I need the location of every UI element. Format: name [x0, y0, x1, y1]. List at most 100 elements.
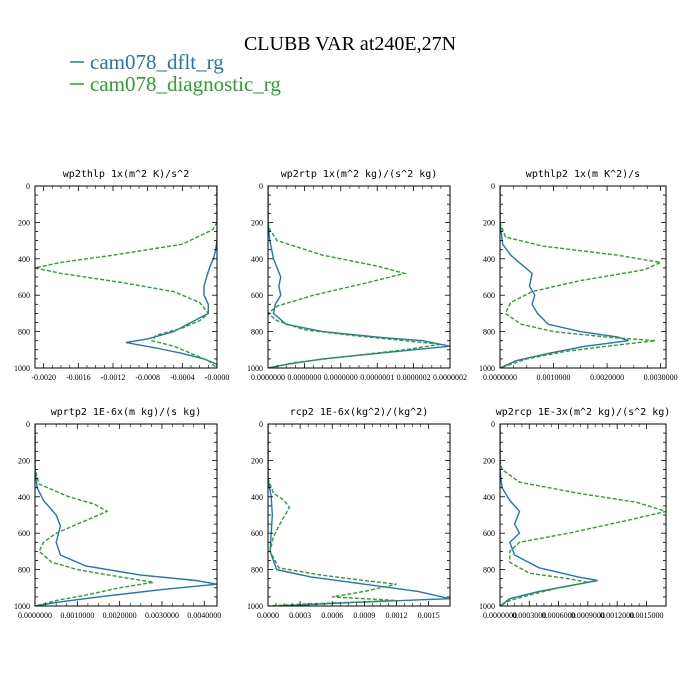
- x-tick-label: 0.0012: [385, 611, 407, 620]
- x-tick-label: 0.0040000: [187, 611, 221, 620]
- y-tick-label: 800: [18, 328, 30, 337]
- y-tick-label: 600: [18, 529, 30, 538]
- series-line-dflt: [268, 424, 450, 606]
- figure-title: CLUBB VAR at240E,27N: [244, 33, 456, 55]
- x-tick-label: -0.0016: [66, 373, 91, 382]
- y-tick-label: 800: [483, 328, 495, 337]
- plot-frame: [499, 185, 667, 369]
- y-tick-label: 600: [483, 529, 495, 538]
- x-tick-label: 0.0000000: [483, 611, 517, 620]
- y-tick-label: 0: [26, 182, 30, 191]
- panel-title: rcp2 1E-6x(kg^2)/(kg^2): [290, 407, 428, 418]
- y-tick-label: 400: [18, 255, 30, 264]
- x-tick-label: 0.0012000: [600, 611, 634, 620]
- y-tick-label: 0: [259, 182, 263, 191]
- series-line-diagnostic: [500, 186, 663, 368]
- x-tick-label: 0.0000000: [287, 373, 321, 382]
- panel-title: wpthlp2 1x(m K^2)/s: [526, 169, 640, 180]
- y-tick-label: 200: [251, 218, 263, 227]
- plot-frame: [34, 185, 218, 369]
- x-tick-label: -0.0012: [101, 373, 126, 382]
- x-tick-label: 0.0030000: [145, 611, 179, 620]
- y-tick-label: 200: [483, 218, 495, 227]
- y-tick-label: 1000: [479, 602, 495, 611]
- y-tick-label: 200: [483, 456, 495, 465]
- panel-title: wp2rtp 1x(m^2 kg)/(s^2 kg): [281, 169, 438, 180]
- y-tick-label: 800: [483, 566, 495, 575]
- x-tick-label: -0.0004: [170, 373, 195, 382]
- panel-5: rcp2 1E-6x(kg^2)/(kg^2) 0 200 400 600 800 1000…: [247, 407, 451, 620]
- x-tick-label: 0.0000: [257, 611, 279, 620]
- y-tick-label: 400: [483, 493, 495, 502]
- plot-frame: [499, 423, 667, 607]
- y-tick-label: 400: [483, 255, 495, 264]
- y-tick-label: 200: [18, 218, 30, 227]
- x-tick-label: 0.0000002: [433, 373, 467, 382]
- x-tick-label: 0.0000001: [360, 373, 394, 382]
- x-tick-label: 0.0000000: [251, 373, 285, 382]
- series-line-diagnostic: [500, 424, 666, 606]
- x-tick-label: 0.0000000: [324, 373, 358, 382]
- series-line-dflt: [125, 186, 217, 368]
- panel-title: wp2rcp 1E-3x(m^2 kg)/(s^2 kg): [496, 407, 671, 418]
- y-tick-label: 0: [259, 420, 263, 429]
- y-tick-label: 800: [18, 566, 30, 575]
- y-tick-label: 1000: [14, 364, 30, 373]
- x-tick-label: 0.0009: [353, 611, 375, 620]
- legend-label-dflt: cam078_dflt_rg: [90, 50, 224, 74]
- x-tick-label: 0.0030000: [644, 373, 678, 382]
- panel-grid: wp2thlp 1x(m^2 K)/s^202004006008001000-0…: [14, 169, 678, 620]
- series-line-dflt: [500, 424, 598, 606]
- x-tick-label: 0.0010000: [60, 611, 94, 620]
- panel-6: wp2rcp 1E-3x(m^2 kg)/(s^2 kg)0 200 400 600 8…: [479, 407, 670, 620]
- y-tick-label: 1000: [14, 602, 30, 611]
- y-tick-label: 800: [251, 566, 263, 575]
- x-tick-label: 0.0006: [321, 611, 343, 620]
- x-tick-label: 0.0000002: [397, 373, 431, 382]
- series-line-diagnostic: [268, 186, 442, 368]
- x-tick-label: 0.0009000: [571, 611, 605, 620]
- series-line-dflt: [500, 186, 629, 368]
- x-tick-label: 0.0003000: [512, 611, 546, 620]
- legend: cam078_dflt_rg cam078_diagnostic_rg: [70, 50, 281, 96]
- x-tick-label: 0.0000000: [483, 373, 517, 382]
- x-tick-label: 0.0015: [418, 611, 440, 620]
- y-tick-label: 0: [26, 420, 30, 429]
- y-tick-label: 600: [18, 291, 30, 300]
- plot-frame: [267, 423, 451, 607]
- x-tick-label: -0.0000: [205, 373, 230, 382]
- y-tick-label: 400: [251, 255, 263, 264]
- y-tick-label: 600: [251, 529, 263, 538]
- x-tick-label: 0.0000000: [18, 611, 52, 620]
- y-tick-label: 1000: [247, 602, 263, 611]
- series-line-diagnostic: [35, 424, 154, 606]
- plot-frame: [34, 423, 218, 607]
- y-tick-label: 600: [483, 291, 495, 300]
- panel-title: wprtp2 1E-6x(m kg)/(s kg): [51, 407, 202, 418]
- x-tick-label: 0.0003: [289, 611, 311, 620]
- y-tick-label: 600: [251, 291, 263, 300]
- panel-3: wpthlp2 1x(m K^2)/s020040060080010000.00…: [479, 169, 678, 382]
- y-tick-label: 400: [18, 493, 30, 502]
- y-tick-label: 800: [251, 328, 263, 337]
- series-line-dflt: [268, 186, 450, 368]
- panel-1: wp2thlp 1x(m^2 K)/s^202004006008001000-0…: [14, 169, 229, 382]
- x-tick-label: 0.0006000: [542, 611, 576, 620]
- x-tick-label: 0.0015000: [629, 611, 663, 620]
- x-tick-label: -0.0020: [31, 373, 56, 382]
- legend-label-diagnostic: cam078_diagnostic_rg: [90, 72, 281, 96]
- y-tick-label: 0: [491, 420, 495, 429]
- y-tick-label: 400: [251, 493, 263, 502]
- x-tick-label: 0.0010000: [537, 373, 571, 382]
- y-tick-label: 200: [251, 456, 263, 465]
- series-line-dflt: [35, 424, 217, 606]
- x-tick-label: 0.0020000: [103, 611, 137, 620]
- x-tick-label: -0.0008: [135, 373, 160, 382]
- panel-4: wprtp2 1E-6x(m kg)/(s kg) 0 200 400 600 800 10…: [14, 407, 221, 620]
- panel-2: wp2rtp 1x(m^2 kg)/(s^2 kg) 0 200 400 600 800 1…: [247, 169, 467, 382]
- series-line-diagnostic: [268, 424, 397, 606]
- y-tick-label: 200: [18, 456, 30, 465]
- panel-title: wp2thlp 1x(m^2 K)/s^2: [63, 169, 189, 180]
- series-line-diagnostic: [35, 186, 217, 368]
